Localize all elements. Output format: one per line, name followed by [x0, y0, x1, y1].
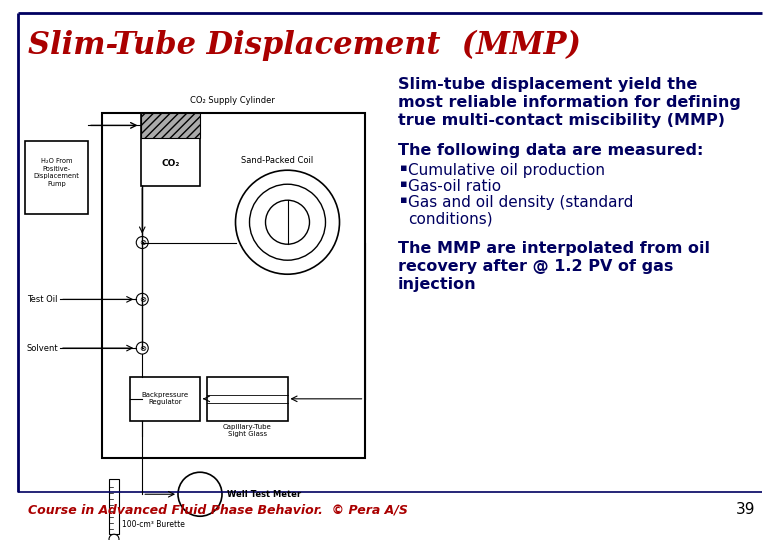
Text: Gas and oil density (standard: Gas and oil density (standard [408, 195, 633, 210]
Text: ⊗: ⊗ [139, 238, 146, 247]
Bar [109, 479, 119, 534]
Text: most reliable information for defining: most reliable information for defining [398, 95, 741, 110]
Text: Test Oil: Test Oil [27, 295, 58, 304]
Text: Course in Advanced Fluid Phase Behavior.  © Pera A/S: Course in Advanced Fluid Phase Behavior.… [28, 503, 408, 516]
Text: recovery after @ 1.2 PV of gas: recovery after @ 1.2 PV of gas [398, 259, 673, 274]
Bar [130, 376, 200, 421]
Text: Capillary-Tube
Sight Glass: Capillary-Tube Sight Glass [223, 424, 271, 437]
Bar [102, 113, 364, 458]
Text: Solvent: Solvent [27, 343, 58, 353]
Text: CO₂: CO₂ [161, 159, 179, 168]
Circle shape [109, 534, 119, 540]
Text: true multi-contact miscibility (MMP): true multi-contact miscibility (MMP) [398, 113, 725, 128]
Bar [25, 141, 88, 214]
Circle shape [178, 472, 222, 516]
Text: H₂O From
Positive-
Displacement
Pump: H₂O From Positive- Displacement Pump [34, 158, 80, 187]
Text: CO₂ Supply Cylinder: CO₂ Supply Cylinder [190, 96, 275, 105]
Text: The following data are measured:: The following data are measured: [398, 143, 704, 158]
Text: Backpressure
Regulator: Backpressure Regulator [141, 393, 189, 406]
Text: ▪: ▪ [400, 163, 407, 173]
Text: injection: injection [398, 277, 477, 292]
Text: Slim-tube displacement yield the: Slim-tube displacement yield the [398, 77, 697, 92]
Text: 100-cm³ Burette: 100-cm³ Burette [122, 520, 185, 529]
Text: Cumulative oil production: Cumulative oil production [408, 163, 605, 178]
Text: ▪: ▪ [400, 179, 407, 189]
Bar [140, 113, 200, 186]
Text: Sand-Packed Coil: Sand-Packed Coil [241, 156, 314, 165]
Text: ⊗: ⊗ [139, 295, 146, 304]
Text: ⊗: ⊗ [139, 343, 146, 353]
Circle shape [136, 237, 148, 248]
Text: Slim-Tube Displacement  (MMP): Slim-Tube Displacement (MMP) [28, 30, 581, 61]
Text: The MMP are interpolated from oil: The MMP are interpolated from oil [398, 241, 710, 256]
Text: 39: 39 [736, 503, 755, 517]
Text: Gas-oil ratio: Gas-oil ratio [408, 179, 501, 194]
Text: ▪: ▪ [400, 195, 407, 205]
Text: Well Test Meter: Well Test Meter [227, 490, 301, 499]
Bar [140, 113, 200, 138]
Text: conditions): conditions) [408, 211, 493, 226]
Circle shape [265, 200, 310, 244]
Circle shape [136, 342, 148, 354]
Circle shape [136, 293, 148, 305]
Bar [207, 376, 288, 421]
